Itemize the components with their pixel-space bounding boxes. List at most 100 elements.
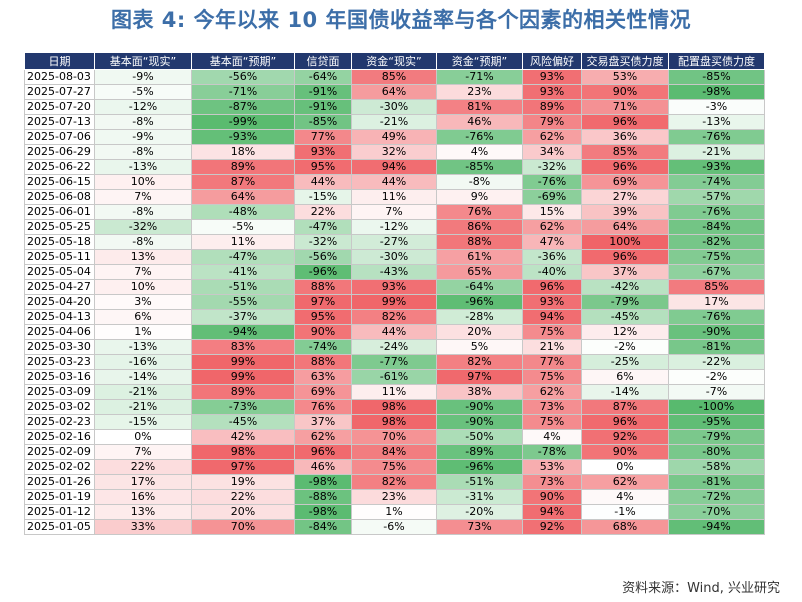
value-cell: -90% — [436, 414, 523, 430]
value-cell: 93% — [522, 69, 582, 85]
value-cell: -75% — [668, 249, 765, 265]
value-cell: -12% — [351, 219, 437, 235]
value-cell: 79% — [522, 114, 582, 130]
value-cell: -20% — [436, 504, 523, 520]
value-cell: 36% — [581, 129, 669, 145]
value-cell: 11% — [191, 234, 295, 250]
value-cell: -6% — [351, 519, 437, 535]
value-cell: -90% — [668, 324, 765, 340]
value-cell: -82% — [668, 234, 765, 250]
header-cell: 资金“预期” — [436, 52, 523, 70]
value-cell: 98% — [351, 414, 437, 430]
value-cell: 62% — [522, 384, 582, 400]
date-cell: 2025-03-30 — [24, 339, 95, 355]
value-cell: 93% — [522, 294, 582, 310]
value-cell: -13% — [668, 114, 765, 130]
value-cell: 96% — [294, 444, 352, 460]
value-cell: 75% — [522, 369, 582, 385]
table-row: 2025-02-23 -15% -45% 37% 98% -90% 75% 96% -95% — [24, 414, 765, 430]
value-cell: -42% — [581, 279, 669, 295]
value-cell: -99% — [191, 114, 295, 130]
date-cell: 2025-04-20 — [24, 294, 95, 310]
value-cell: -76% — [668, 309, 765, 325]
value-cell: -85% — [668, 69, 765, 85]
value-cell: 77% — [522, 354, 582, 370]
date-cell: 2025-04-06 — [24, 324, 95, 340]
value-cell: 90% — [294, 324, 352, 340]
date-cell: 2025-05-04 — [24, 264, 95, 280]
value-cell: 10% — [94, 174, 192, 190]
date-cell: 2025-02-02 — [24, 459, 95, 475]
value-cell: 16% — [94, 489, 192, 505]
value-cell: 76% — [294, 399, 352, 415]
value-cell: -48% — [191, 204, 295, 220]
value-cell: 20% — [436, 324, 523, 340]
value-cell: 69% — [581, 174, 669, 190]
date-cell: 2025-01-05 — [24, 519, 95, 535]
value-cell: 62% — [522, 219, 582, 235]
date-cell: 2025-02-16 — [24, 429, 95, 445]
value-cell: -76% — [668, 129, 765, 145]
value-cell: 87% — [191, 174, 295, 190]
value-cell: 82% — [351, 309, 437, 325]
value-cell: 75% — [522, 324, 582, 340]
table-row: 2025-02-02 22% 97% 46% 75% -96% 53% 0% -58% — [24, 459, 765, 475]
value-cell: 96% — [581, 414, 669, 430]
value-cell: 89% — [191, 159, 295, 175]
date-cell: 2025-07-20 — [24, 99, 95, 115]
value-cell: 82% — [351, 474, 437, 490]
header-cell: 信贷面 — [294, 52, 352, 70]
value-cell: -81% — [668, 474, 765, 490]
value-cell: -32% — [94, 219, 192, 235]
value-cell: 93% — [522, 84, 582, 100]
date-cell: 2025-03-16 — [24, 369, 95, 385]
value-cell: -90% — [436, 399, 523, 415]
value-cell: 90% — [522, 489, 582, 505]
date-cell: 2025-05-11 — [24, 249, 95, 265]
value-cell: 39% — [581, 204, 669, 220]
table-row: 2025-04-06 1% -94% 90% 44% 20% 75% 12% -90% — [24, 324, 765, 340]
table-row: 2025-03-02 -21% -73% 76% 98% -90% 73% 87% -100% — [24, 399, 765, 415]
value-cell: 11% — [351, 189, 437, 205]
value-cell: -21% — [94, 384, 192, 400]
value-cell: 95% — [294, 159, 352, 175]
value-cell: 44% — [351, 324, 437, 340]
value-cell: 94% — [351, 159, 437, 175]
value-cell: -67% — [668, 264, 765, 280]
date-cell: 2025-01-26 — [24, 474, 95, 490]
table-row: 2025-02-09 7% 98% 96% 84% -89% -78% 90% -80% — [24, 444, 765, 460]
value-cell: -89% — [436, 444, 523, 460]
value-cell: 94% — [522, 309, 582, 325]
table-body: 2025-08-03 -9% -56% -64% 85% -71% 93% 53% -85% 20… — [24, 69, 765, 535]
value-cell: -98% — [294, 504, 352, 520]
value-cell: -21% — [351, 114, 437, 130]
value-cell: 4% — [522, 429, 582, 445]
value-cell: -30% — [351, 99, 437, 115]
value-cell: 97% — [191, 459, 295, 475]
value-cell: -22% — [668, 354, 765, 370]
date-cell: 2025-07-06 — [24, 129, 95, 145]
table-row: 2025-04-20 3% -55% 97% 99% -96% 93% -79% 17% — [24, 294, 765, 310]
value-cell: 18% — [191, 144, 295, 160]
table-row: 2025-06-01 -8% -48% 22% 7% 76% 15% 39% -76% — [24, 204, 765, 220]
header-cell: 基本面“预期” — [191, 52, 295, 70]
value-cell: 88% — [294, 279, 352, 295]
header-row: 日期 基本面“现实” 基本面“预期” 信贷面 资金“现实” 资金“预期” 风险偏… — [24, 52, 765, 70]
value-cell: -45% — [191, 414, 295, 430]
value-cell: -37% — [191, 309, 295, 325]
date-cell: 2025-01-12 — [24, 504, 95, 520]
value-cell: 97% — [294, 294, 352, 310]
header-cell: 基本面“现实” — [94, 52, 192, 70]
value-cell: 37% — [581, 264, 669, 280]
value-cell: 70% — [351, 429, 437, 445]
value-cell: -36% — [522, 249, 582, 265]
table-row: 2025-07-13 -8% -99% -85% -21% 46% 79% 96% -13% — [24, 114, 765, 130]
value-cell: -24% — [351, 339, 437, 355]
value-cell: -71% — [436, 69, 523, 85]
value-cell: -96% — [436, 294, 523, 310]
value-cell: 64% — [191, 189, 295, 205]
value-cell: -70% — [668, 504, 765, 520]
value-cell: -14% — [581, 384, 669, 400]
value-cell: -8% — [94, 144, 192, 160]
value-cell: -32% — [294, 234, 352, 250]
